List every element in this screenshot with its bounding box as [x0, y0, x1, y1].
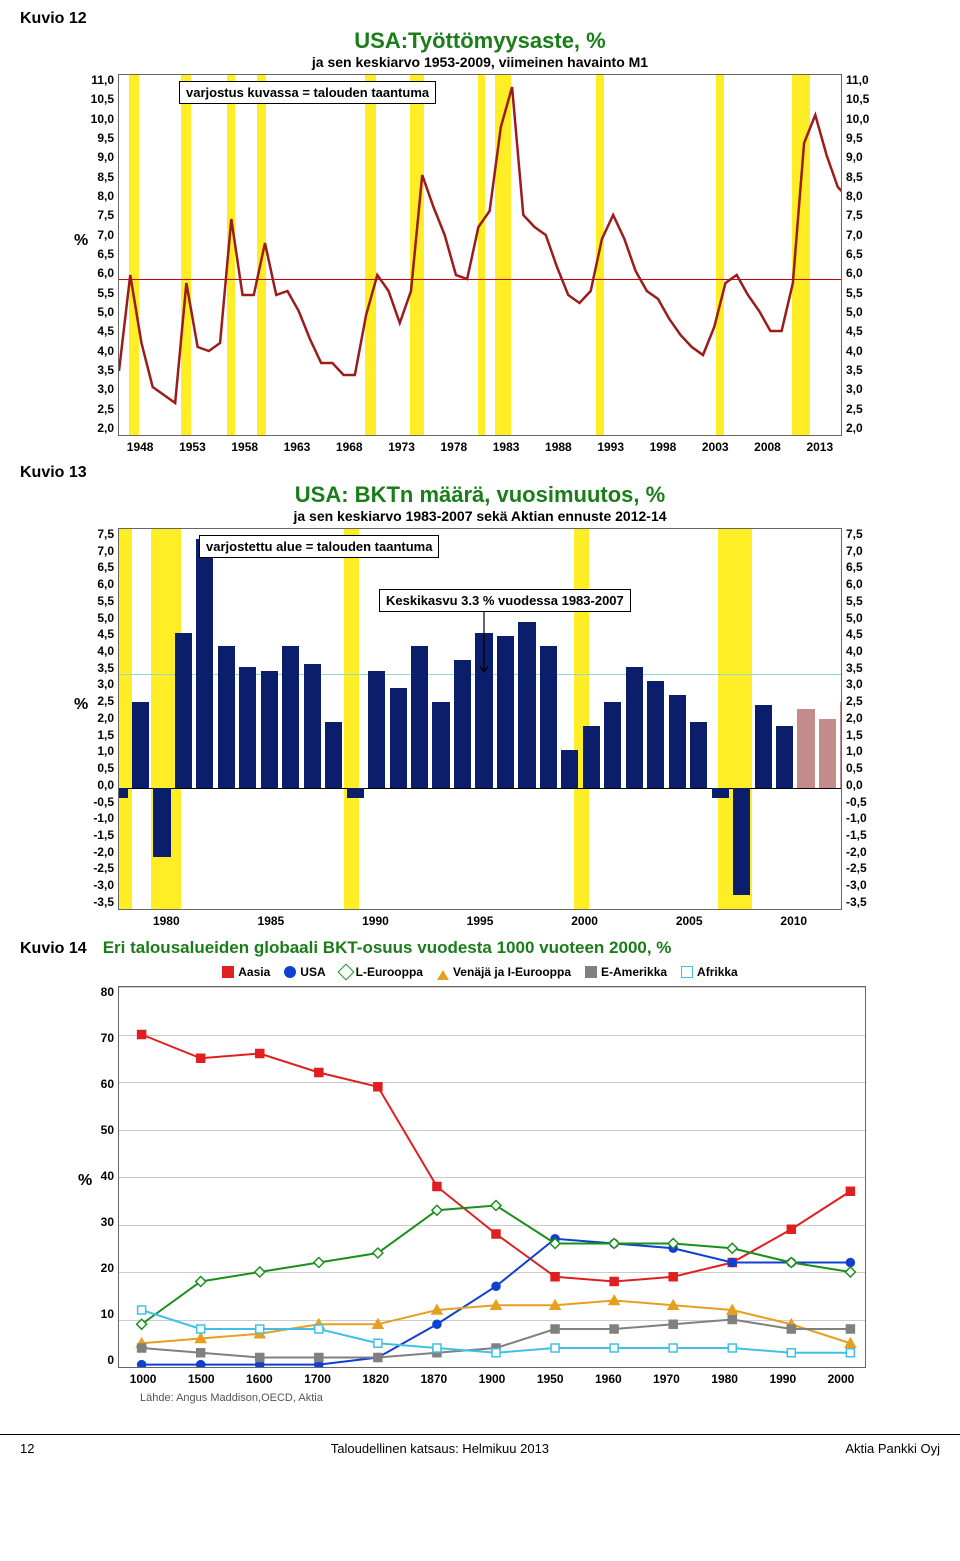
chart1-note: varjostus kuvassa = talouden taantuma	[179, 81, 436, 104]
chart1-yaxis-left: 11,010,510,09,59,08,58,07,57,06,56,05,55…	[70, 74, 118, 434]
chart1-title: USA:Työttömyysaste, %	[70, 28, 890, 54]
chart1-ylabel: %	[74, 232, 88, 250]
chart2: USA: BKTn määrä, vuosimuutos, % ja sen k…	[70, 482, 890, 928]
chart3-ylabel: %	[78, 1172, 92, 1190]
chart3-yaxis-right	[866, 986, 890, 1368]
chart1-xaxis: 1948195319581963196819731978198319881993…	[70, 436, 890, 454]
chart1-plot: varjostus kuvassa = talouden taantuma	[118, 74, 842, 436]
chart3-title: Eri talousalueiden globaali BKT-osuus vu…	[87, 928, 960, 958]
chart2-note1: varjostettu alue = talouden taantuma	[199, 535, 439, 558]
footer-page: 12	[20, 1441, 34, 1456]
chart3-legend: AasiaUSAL-EurooppaVenäjä ja I-EurooppaE-…	[70, 958, 890, 986]
chart2-plot: varjostettu alue = talouden taantuma Kesk…	[118, 528, 842, 910]
chart2-ylabel: %	[74, 696, 88, 714]
chart3-source: Lähde: Angus Maddison,OECD, Aktia	[70, 1386, 890, 1404]
chart2-subtitle: ja sen keskiarvo 1983-2007 sekä Aktian e…	[70, 508, 890, 524]
chart1-yaxis-right: 11,010,510,09,59,08,58,07,57,06,56,05,55…	[842, 74, 890, 434]
chart2-title: USA: BKTn määrä, vuosimuutos, %	[70, 482, 890, 508]
chart2-xaxis: 1980198519901995200020052010	[70, 910, 890, 928]
chart1-subtitle: ja sen keskiarvo 1953-2009, viimeinen ha…	[70, 54, 890, 70]
footer-center: Taloudellinen katsaus: Helmikuu 2013	[331, 1441, 549, 1456]
chart3-xaxis: 1000150016001700182018701900195019601970…	[70, 1368, 890, 1386]
kuvio12-label: Kuvio 12	[0, 0, 960, 28]
chart2-note2: Keskikasvu 3.3 % vuodessa 1983-2007	[379, 589, 631, 612]
chart2-yaxis-right: 7,57,06,56,05,55,04,54,03,53,02,52,01,51…	[842, 528, 890, 908]
page: Kuvio 12 USA:Työttömyysaste, % ja sen ke…	[0, 0, 960, 1462]
footer: 12 Taloudellinen katsaus: Helmikuu 2013 …	[0, 1434, 960, 1462]
chart3-plot	[118, 986, 866, 1368]
footer-right: Aktia Pankki Oyj	[845, 1441, 940, 1456]
chart1: USA:Työttömyysaste, % ja sen keskiarvo 1…	[70, 28, 890, 454]
chart2-yaxis-left: 7,57,06,56,05,55,04,54,03,53,02,52,01,51…	[70, 528, 118, 908]
kuvio14-label: Kuvio 14	[0, 930, 87, 958]
chart3: AasiaUSAL-EurooppaVenäjä ja I-EurooppaE-…	[70, 958, 890, 1404]
kuvio13-label: Kuvio 13	[0, 454, 960, 482]
